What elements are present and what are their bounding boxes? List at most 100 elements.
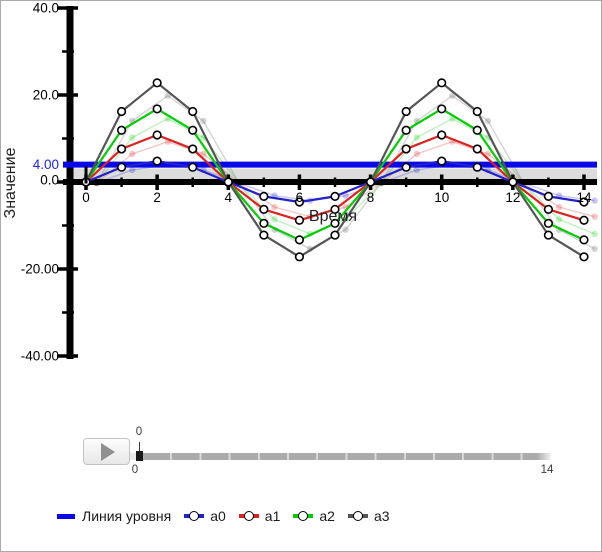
trail-marker-a2 xyxy=(555,216,563,223)
trail-marker-a1 xyxy=(591,213,598,220)
series-marker-a0 xyxy=(472,162,482,172)
series-marker-a0 xyxy=(116,162,127,172)
trail-marker-a1 xyxy=(200,150,207,158)
series-marker-a0 xyxy=(437,156,447,166)
legend-item-a0: a0 xyxy=(184,509,226,523)
current-step-cursor xyxy=(84,166,88,184)
trail-marker-a3 xyxy=(484,117,492,125)
trail-marker-a3 xyxy=(200,117,207,125)
x-axis-title: Время xyxy=(309,208,357,225)
x-tick-label: 10 xyxy=(434,190,449,205)
series-marker-a2 xyxy=(259,218,269,228)
series-marker-a2 xyxy=(152,104,162,114)
y-tick-label: 4.00 xyxy=(33,157,59,172)
series-marker-a3 xyxy=(472,106,482,117)
series-marker-a2 xyxy=(330,218,340,228)
legend-item-level-line: Линия уровня xyxy=(57,509,171,523)
play-button[interactable] xyxy=(83,438,130,465)
series-marker-a2 xyxy=(472,125,482,135)
y-tick-label: -40.00 xyxy=(21,349,59,364)
series-marker-a2 xyxy=(437,104,447,114)
series-marker-a3 xyxy=(401,106,411,117)
legend-marker-icon xyxy=(298,510,309,521)
slider-min-label: 0 xyxy=(131,464,139,476)
x-tick-label: 14 xyxy=(576,190,592,205)
y-tick-label: 40.0 xyxy=(33,1,59,16)
x-tick-label: 0 xyxy=(82,190,90,205)
series-marker-a0 xyxy=(579,197,589,207)
series-marker-a3 xyxy=(116,106,127,117)
slider-thumb[interactable] xyxy=(136,451,143,461)
series-marker-a3 xyxy=(152,78,162,88)
trail-marker-a0 xyxy=(413,166,421,174)
series-marker-a1 xyxy=(543,204,554,215)
trail-marker-a2 xyxy=(129,134,136,141)
trail-marker-a1 xyxy=(484,150,492,158)
trail-line-a1 xyxy=(96,140,595,218)
legend-label: Линия уровня xyxy=(82,508,172,524)
legend: Линия уровня a0 a1 a2 a3 xyxy=(57,509,403,523)
series-marker-a3 xyxy=(579,252,589,262)
y-tick-label: 0.0 xyxy=(40,173,59,188)
slider-max-label: 14 xyxy=(540,464,554,476)
series-marker-a1 xyxy=(579,215,589,225)
series-marker-a3 xyxy=(259,230,269,240)
trail-marker-a0 xyxy=(129,166,136,174)
series-marker-a1 xyxy=(152,130,162,140)
series-marker-a2 xyxy=(188,125,198,135)
series-marker-a3 xyxy=(223,177,233,187)
legend-label: a3 xyxy=(373,508,390,524)
series-marker-a0 xyxy=(330,191,340,201)
legend-level-line-swatch xyxy=(57,513,75,519)
series-marker-a1 xyxy=(188,144,198,154)
x-tick-label: 12 xyxy=(505,190,520,205)
series-marker-a3 xyxy=(437,78,447,88)
series-marker-a0 xyxy=(294,197,305,207)
trail-marker-a2 xyxy=(413,134,421,141)
series-marker-a1 xyxy=(437,130,447,140)
series-marker-a1 xyxy=(294,215,305,225)
y-axis-title: Значение xyxy=(2,147,19,218)
series-marker-a2 xyxy=(579,235,589,245)
legend-label: a1 xyxy=(264,508,281,524)
x-tick-label: 2 xyxy=(153,190,161,205)
series-marker-a3 xyxy=(365,177,376,187)
legend-label: a2 xyxy=(319,508,335,524)
series-marker-a2 xyxy=(543,218,554,228)
legend-item-a2: a2 xyxy=(293,509,335,523)
trail-marker-a1 xyxy=(413,150,421,158)
y-tick-label: 20.0 xyxy=(33,88,59,103)
trail-marker-a0 xyxy=(342,192,349,199)
slider-track[interactable] xyxy=(143,453,552,460)
series-marker-a2 xyxy=(294,235,305,245)
legend-series-swatch xyxy=(184,510,205,521)
series-marker-a1 xyxy=(116,144,127,154)
y-tick-label: -20.00 xyxy=(21,262,59,277)
series-marker-a0 xyxy=(188,162,198,172)
series-marker-a3 xyxy=(294,252,305,262)
series-marker-a3 xyxy=(543,230,554,240)
x-tick-label: 8 xyxy=(367,190,375,205)
trail-marker-a0 xyxy=(591,197,598,204)
legend-series-swatch xyxy=(238,510,259,521)
series-marker-a3 xyxy=(188,106,198,117)
legend-marker-icon xyxy=(243,510,254,521)
legend-label: a0 xyxy=(210,508,226,524)
legend-series-swatch xyxy=(293,510,314,521)
series-marker-a1 xyxy=(259,204,269,215)
series-marker-a1 xyxy=(330,204,340,215)
trail-marker-a3 xyxy=(342,226,349,233)
slider-track-fade xyxy=(537,453,552,460)
trail-marker-a1 xyxy=(555,203,563,211)
series-marker-a1 xyxy=(472,144,482,154)
trail-marker-a1 xyxy=(271,203,278,211)
play-icon xyxy=(101,442,115,461)
series-marker-a1 xyxy=(401,144,411,154)
x-tick-label: 4 xyxy=(225,190,233,205)
trail-marker-a1 xyxy=(129,150,136,158)
trail-marker-a2 xyxy=(591,230,598,238)
legend-item-a1: a1 xyxy=(238,508,281,524)
slider-value-label: 0 xyxy=(135,426,143,438)
legend-marker-icon xyxy=(189,510,200,521)
